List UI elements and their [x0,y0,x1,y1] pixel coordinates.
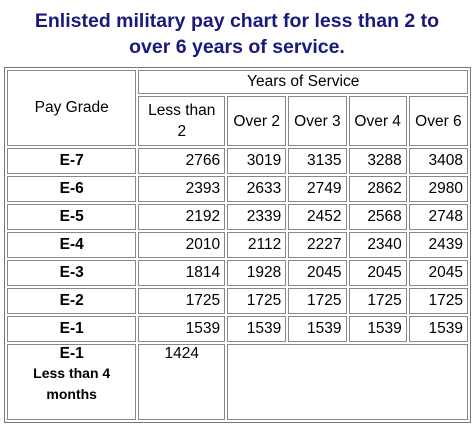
column-row: Less than 2 Over 2 Over 3 Over 4 Over 6 [7,96,468,146]
grade-cell: E-6 [7,176,137,202]
pay-cell: 3135 [288,148,347,174]
pay-cell: 1424 [138,344,226,420]
pay-cell: 2045 [288,260,347,286]
title: Enlisted military pay chart for less tha… [34,10,440,58]
data-row: E-5 2192 2339 2452 2568 2748 [7,204,468,230]
pay-cell: 1539 [408,316,468,342]
pay-cell: 2045 [348,260,407,286]
grade-cell: E-7 [7,148,137,174]
data-row: E-1 1539 1539 1539 1539 1539 [7,316,468,342]
pay-cell: 1539 [288,316,347,342]
pay-cell: 1725 [408,288,468,314]
pay-cell: 2010 [138,232,226,258]
pay-cell: 1725 [348,288,407,314]
pay-cell: 3288 [348,148,407,174]
table-body: Pay Grade Years of Service Less than 2 Ov… [7,70,468,420]
pay-cell: 1539 [138,316,226,342]
grade-cell: E-1 Less than 4 months [7,344,137,420]
pay-cell: 2112 [227,232,287,258]
pay-cell: 2340 [348,232,407,258]
column-header: Over 2 [227,96,287,146]
grade-cell: E-5 [7,204,137,230]
data-row: E-4 2010 2112 2227 2340 2439 [7,232,468,258]
grade-cell: E-4 [7,232,137,258]
grade-cell: E-3 [7,260,137,286]
grade-label: E-1 [59,345,84,362]
grade-note: Less than 4 months [33,365,111,402]
pay-cell: 2192 [138,204,226,230]
pay-cell: 3019 [227,148,287,174]
header-row: Pay Grade Years of Service [7,70,468,146]
column-header: Over 6 [408,96,468,146]
pay-cell: 1539 [227,316,287,342]
pay-cell: 2339 [227,204,287,230]
grade-cell: E-1 [7,316,137,342]
data-row: E-2 1725 1725 1725 1725 1725 [7,288,468,314]
pay-table: Pay Grade Years of Service Less than 2 Ov… [4,67,471,423]
pay-cell: 2862 [348,176,407,202]
pay-cell: 2766 [138,148,226,174]
grade-header: Pay Grade [7,70,137,146]
pay-cell: 3408 [408,148,468,174]
pay-cell: 1814 [138,260,226,286]
pay-cell: 2749 [288,176,347,202]
group-header: Years of Service [138,70,468,94]
pay-cell: 2633 [227,176,287,202]
pay-cell: 1928 [227,260,287,286]
pay-cell: 2568 [348,204,407,230]
pay-cell: 2452 [288,204,347,230]
column-header: Less than 2 [138,96,226,146]
pay-cell: 1725 [138,288,226,314]
data-row: E-6 2393 2633 2749 2862 2980 [7,176,468,202]
grade-cell: E-2 [7,288,137,314]
pay-cell: 2393 [138,176,226,202]
data-row: E-7 2766 3019 3135 3288 3408 [7,148,468,174]
column-header: Over 3 [288,96,347,146]
pay-cell: 1539 [348,316,407,342]
data-row: E-3 1814 1928 2045 2045 2045 [7,260,468,286]
empty-cell [227,344,468,420]
pay-cell: 2748 [408,204,468,230]
pay-cell: 2980 [408,176,468,202]
column-header: Over 4 [348,96,407,146]
data-row: E-1 Less than 4 months 1424 [7,344,468,420]
pay-cell: 2439 [408,232,468,258]
pay-cell: 2045 [408,260,468,286]
pay-cell: 2227 [288,232,347,258]
pay-cell: 1725 [227,288,287,314]
pay-cell: 1725 [288,288,347,314]
